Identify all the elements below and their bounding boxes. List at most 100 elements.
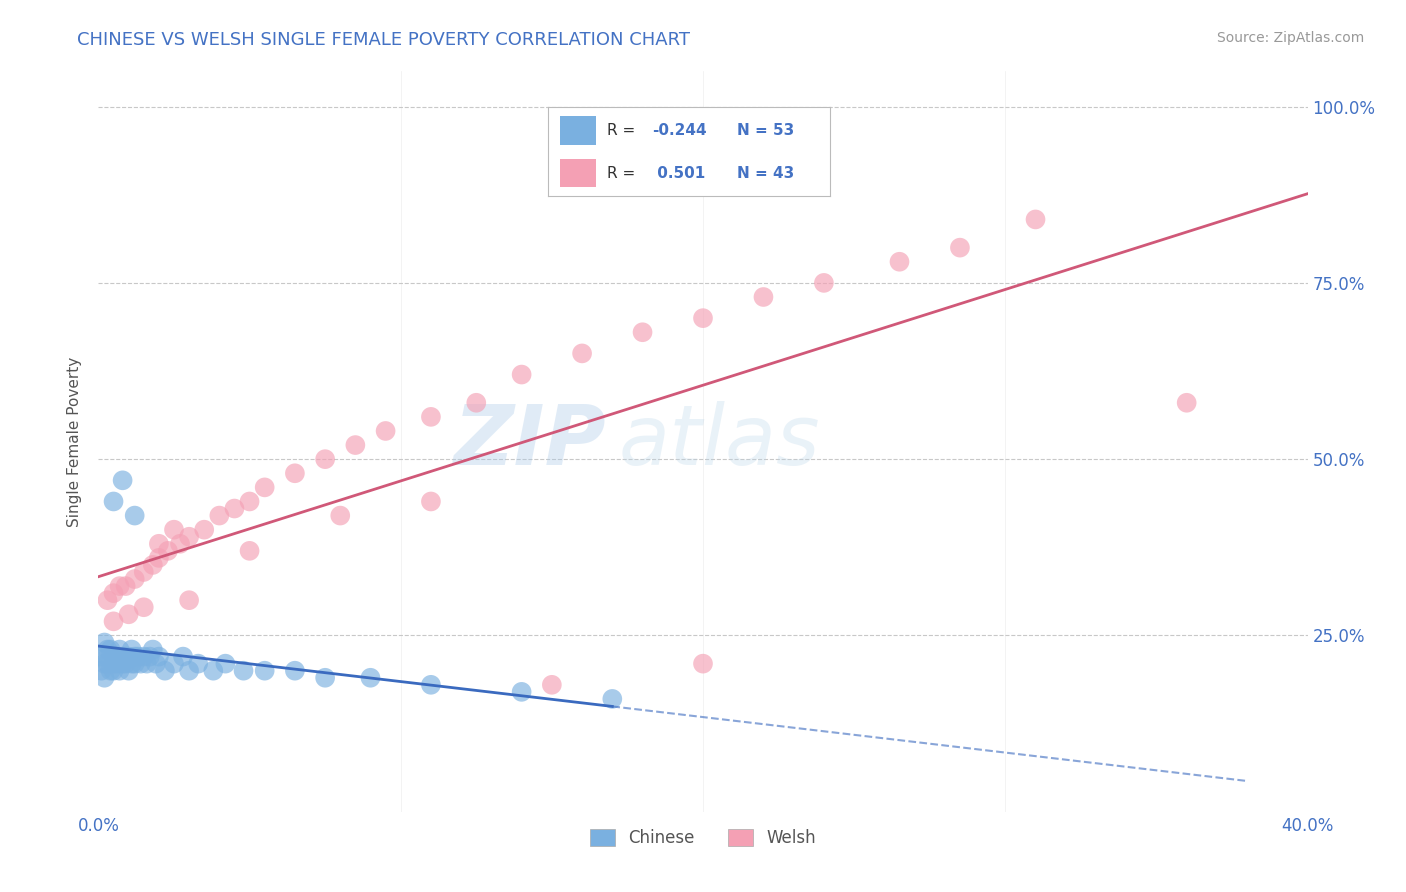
Point [148, 550, 170, 565]
Point [631, 325, 654, 339]
Point [179, 593, 201, 607]
Point [208, 508, 231, 523]
Point [284, 664, 307, 678]
Point [253, 480, 276, 494]
Legend: Chinese, Welsh: Chinese, Welsh [582, 821, 824, 855]
Point [314, 452, 336, 467]
Point [103, 615, 125, 629]
Point [239, 494, 262, 508]
Point [111, 657, 134, 671]
Point [1175, 396, 1198, 410]
Point [96, 642, 118, 657]
Point [187, 657, 209, 671]
Point [108, 642, 131, 657]
Point [692, 657, 714, 671]
Point [118, 664, 141, 678]
Text: atlas: atlas [619, 401, 820, 482]
Point [105, 649, 128, 664]
Point [124, 657, 146, 671]
Point [949, 241, 972, 255]
Y-axis label: Single Female Poverty: Single Female Poverty [67, 357, 83, 526]
Point [329, 508, 352, 523]
Point [135, 657, 157, 671]
Point [179, 530, 201, 544]
Text: R =: R = [607, 166, 636, 180]
Point [124, 508, 146, 523]
Point [602, 692, 624, 706]
Text: N = 53: N = 53 [737, 123, 794, 137]
Point [111, 473, 134, 487]
Point [202, 664, 225, 678]
Point [156, 544, 179, 558]
Point [118, 607, 141, 622]
Point [105, 657, 128, 671]
Point [692, 311, 714, 326]
Point [284, 467, 307, 481]
Point [124, 649, 146, 664]
Point [214, 657, 236, 671]
Point [129, 657, 152, 671]
Point [90, 664, 112, 678]
Point [420, 409, 443, 424]
Point [889, 254, 911, 268]
Point [465, 396, 488, 410]
Point [108, 579, 131, 593]
Point [232, 664, 254, 678]
Point [127, 649, 149, 664]
Point [103, 664, 125, 678]
Point [93, 635, 115, 649]
Point [139, 649, 162, 664]
Point [360, 671, 382, 685]
Point [148, 649, 170, 664]
Point [100, 664, 122, 678]
Point [118, 649, 141, 664]
Point [163, 657, 186, 671]
Point [145, 657, 167, 671]
Point [103, 649, 125, 664]
Text: N = 43: N = 43 [737, 166, 794, 180]
FancyBboxPatch shape [560, 116, 596, 145]
Point [224, 501, 246, 516]
Point [108, 664, 131, 678]
Point [114, 579, 136, 593]
Point [93, 671, 115, 685]
Point [111, 649, 134, 664]
Point [96, 593, 118, 607]
Point [344, 438, 367, 452]
Point [124, 572, 146, 586]
Text: Source: ZipAtlas.com: Source: ZipAtlas.com [1216, 31, 1364, 45]
Point [100, 642, 122, 657]
Text: ZIP: ZIP [454, 401, 606, 482]
Point [114, 649, 136, 664]
Point [93, 657, 115, 671]
Point [239, 544, 262, 558]
Point [253, 664, 276, 678]
Point [163, 523, 186, 537]
Point [420, 494, 443, 508]
Text: -0.244: -0.244 [652, 123, 707, 137]
Point [571, 346, 593, 360]
Point [148, 537, 170, 551]
Point [510, 368, 533, 382]
Point [103, 494, 125, 508]
Point [1024, 212, 1046, 227]
Point [172, 649, 194, 664]
Point [540, 678, 562, 692]
Point [142, 642, 165, 657]
Point [132, 565, 155, 579]
Text: R =: R = [607, 123, 636, 137]
Point [420, 678, 443, 692]
Point [813, 276, 835, 290]
Point [179, 664, 201, 678]
Point [103, 657, 125, 671]
Point [314, 671, 336, 685]
Point [121, 657, 143, 671]
Point [121, 642, 143, 657]
Text: 0.501: 0.501 [652, 166, 706, 180]
Point [96, 657, 118, 671]
Text: CHINESE VS WELSH SINGLE FEMALE POVERTY CORRELATION CHART: CHINESE VS WELSH SINGLE FEMALE POVERTY C… [77, 31, 690, 49]
Point [193, 523, 215, 537]
Point [752, 290, 775, 304]
Point [132, 600, 155, 615]
Point [96, 649, 118, 664]
